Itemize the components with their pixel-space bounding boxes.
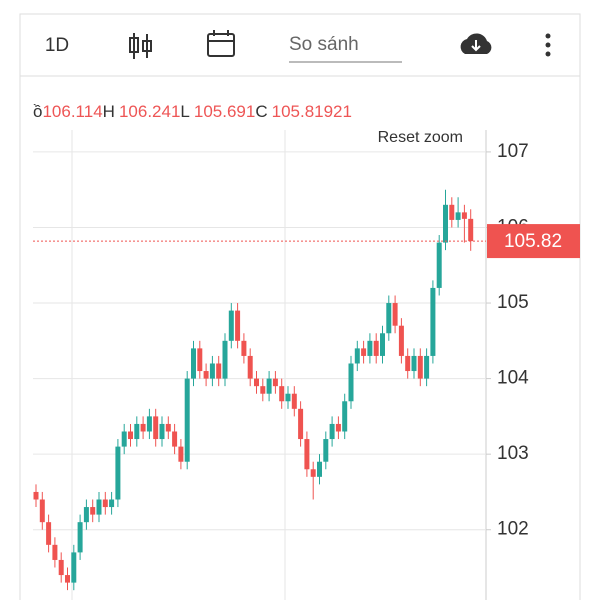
- candle-body: [39, 499, 45, 523]
- candle-body: [216, 363, 222, 379]
- close-value: 105.81921: [272, 102, 352, 121]
- low-value: 105.691: [194, 102, 255, 121]
- candle-body: [165, 423, 171, 432]
- candle-body: [178, 446, 184, 462]
- interval-button[interactable]: 1D: [45, 35, 69, 56]
- open-value: 106.114: [42, 102, 102, 121]
- candle-body: [317, 461, 322, 477]
- candle-body: [411, 355, 417, 372]
- candle-body: [65, 575, 70, 583]
- candle-body: [228, 310, 234, 341]
- y-tick-label: 103: [497, 443, 529, 464]
- candle-body: [455, 212, 461, 220]
- more-icon[interactable]: [545, 33, 551, 57]
- candle-body: [266, 378, 272, 394]
- y-tick-label: 107: [497, 141, 529, 162]
- download-icon[interactable]: [460, 33, 492, 54]
- candle-body: [461, 212, 467, 219]
- candle-body: [323, 439, 329, 462]
- candle-body: [146, 416, 152, 432]
- candle-body: [184, 378, 190, 462]
- candle-body: [298, 408, 304, 440]
- candle-body: [373, 340, 379, 356]
- candle-body: [191, 348, 196, 379]
- candle-body: [121, 431, 127, 447]
- candle-body: [285, 393, 291, 402]
- candle-body: [33, 491, 39, 500]
- high-value: 106.241: [119, 102, 180, 121]
- low-label: L: [180, 102, 189, 121]
- candle-body: [424, 355, 430, 379]
- candle-body: [90, 507, 96, 515]
- candle-body: [386, 303, 392, 334]
- candle-body: [310, 469, 316, 477]
- candle-body: [77, 522, 83, 553]
- candle-body: [291, 393, 297, 409]
- candle-body: [304, 439, 310, 470]
- candle-body: [272, 378, 278, 387]
- candle-body: [235, 310, 241, 341]
- candle-body: [52, 544, 58, 560]
- candle-body: [449, 204, 455, 220]
- candle-body: [260, 386, 266, 394]
- candle-body: [159, 423, 165, 440]
- candle-body: [46, 522, 52, 545]
- candle-body: [392, 303, 398, 326]
- candle-body: [140, 423, 146, 432]
- candle-body: [335, 423, 341, 432]
- candle-body: [361, 348, 367, 356]
- candle-body: [96, 499, 102, 515]
- candle-body: [468, 218, 474, 242]
- candle-body: [342, 401, 348, 432]
- candle-body: [222, 340, 228, 379]
- compare-input[interactable]: So sánh: [289, 34, 359, 55]
- candle-body: [128, 431, 133, 440]
- candle-body: [380, 333, 385, 356]
- y-tick-label: 105: [497, 292, 529, 313]
- candle-body: [247, 355, 253, 379]
- candle-body: [254, 378, 259, 387]
- candle-body: [367, 340, 373, 356]
- y-tick-label: 102: [497, 519, 529, 540]
- candle-body: [436, 242, 442, 288]
- candle-body: [417, 355, 423, 379]
- high-label: H: [103, 102, 115, 121]
- candle-body: [329, 423, 335, 440]
- candle-body: [348, 363, 354, 402]
- candle-body: [58, 559, 64, 576]
- candle-body: [430, 287, 436, 356]
- candle-body: [443, 204, 448, 243]
- close-label: C: [255, 102, 267, 121]
- candle-icon[interactable]: [129, 33, 152, 59]
- candle-body: [153, 416, 159, 440]
- candle-body: [109, 499, 115, 508]
- last-price-label: 105.82: [504, 231, 562, 252]
- plot: 102103104105106107105.82: [33, 141, 580, 591]
- candle-body: [203, 371, 209, 379]
- candle-body: [398, 325, 404, 356]
- candle-body: [134, 423, 140, 440]
- candle-body: [83, 507, 89, 523]
- reset-zoom[interactable]: Reset zoom: [378, 129, 463, 146]
- candle-body: [71, 552, 77, 583]
- candle-body: [102, 499, 108, 508]
- calendar-icon[interactable]: [207, 30, 235, 57]
- candle-body: [115, 446, 121, 500]
- y-tick-label: 104: [497, 368, 529, 389]
- open-label: ồ: [33, 102, 42, 121]
- candle-body: [405, 355, 411, 372]
- candle-body: [197, 348, 203, 372]
- candle-body: [354, 348, 360, 364]
- candle-body: [241, 340, 247, 356]
- ohlc-legend: ồ106.114H 106.241L 105.691C 105.81921: [33, 102, 352, 121]
- last-price-box: [487, 224, 580, 259]
- candle-body: [172, 431, 178, 447]
- candle-body: [209, 363, 215, 379]
- candle-body: [279, 386, 285, 402]
